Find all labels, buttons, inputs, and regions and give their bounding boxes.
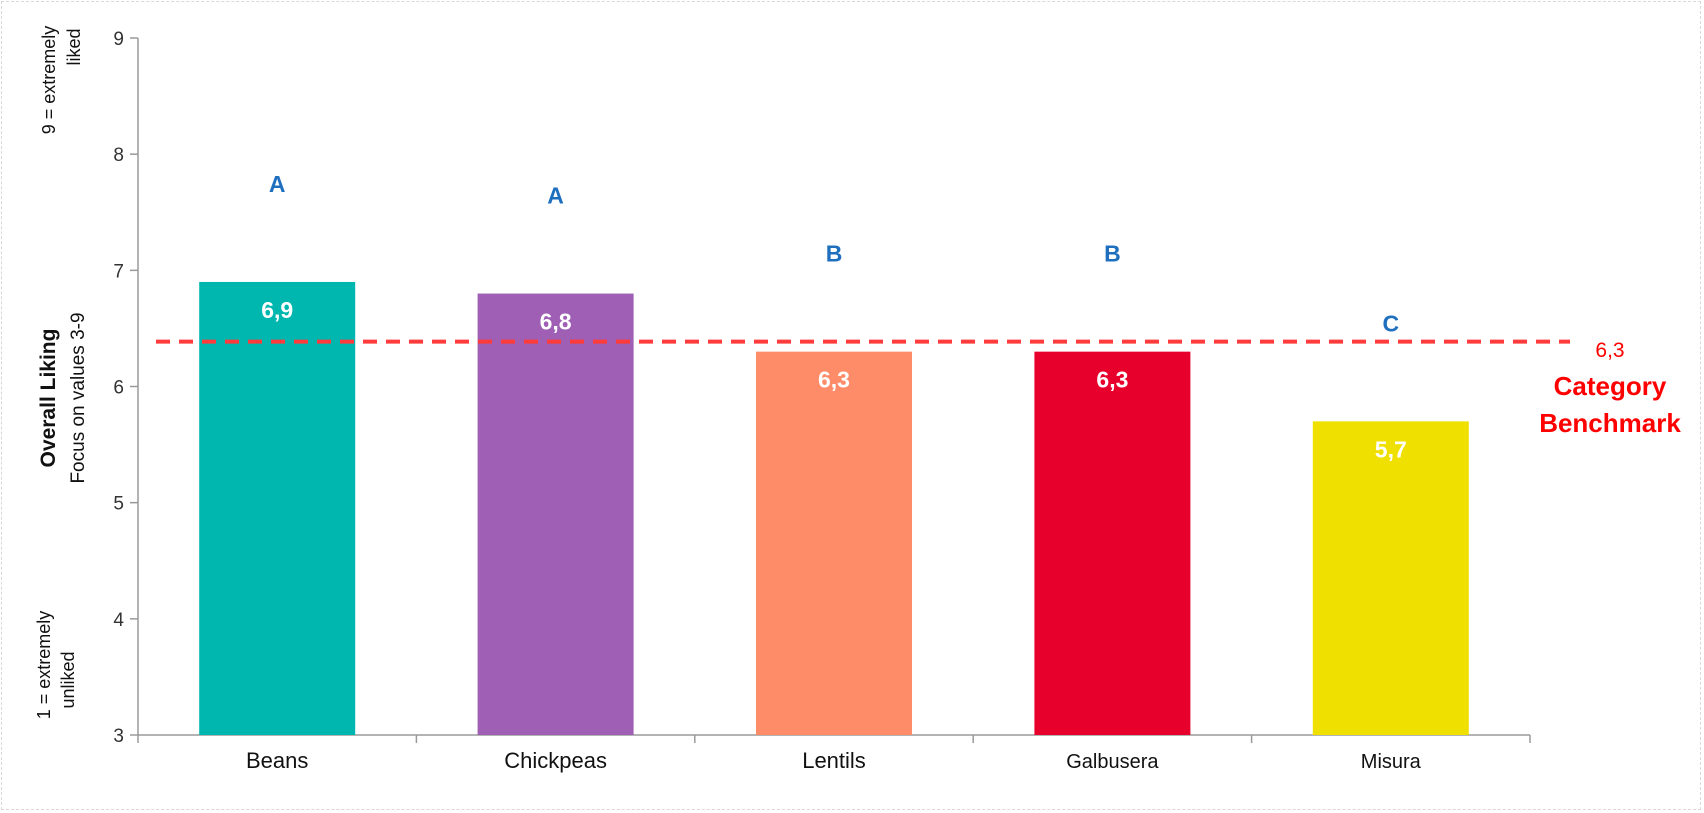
y-tick-label: 7 [113, 261, 124, 282]
bar-beans [199, 281, 356, 735]
y-tick-label: 3 [113, 726, 124, 747]
x-category-label: Misura [1361, 751, 1422, 773]
bar-value-label: 5,7 [1375, 436, 1407, 462]
benchmark-label-line1: Category [1554, 371, 1667, 401]
y-tick-label: 5 [113, 494, 124, 515]
bar-value-label: 6,3 [818, 367, 850, 393]
group-letter: A [269, 171, 286, 197]
x-category-label: Galbusera [1066, 751, 1159, 773]
benchmark-value-label: 6,3 [1595, 339, 1624, 362]
y-bottom-note-line1: 1 = extremely [34, 611, 54, 720]
group-letter: B [1104, 241, 1121, 267]
y-axis-subtitle: Focus on values 3-9 [68, 312, 89, 483]
group-letter: C [1382, 310, 1399, 336]
y-tick-label: 8 [113, 145, 124, 166]
bar-chickpeas [477, 293, 634, 735]
bar-lentils [756, 351, 912, 735]
group-letter: A [547, 183, 564, 209]
bars [199, 281, 1469, 735]
bar-value-label: 6,9 [261, 297, 293, 323]
bar-value-label: 6,3 [1096, 367, 1128, 393]
labels: 6,9 A Beans 6,8 A Chickpeas 6,3 B Lentils 6,3 B Gal… [156, 171, 1570, 773]
y-top-note-line1: 9 = extremely [39, 26, 59, 135]
x-category-label: Lentils [802, 748, 866, 773]
y-axis-title: Overall Liking [37, 329, 60, 468]
bar-misura [1312, 421, 1469, 735]
axes: 3 4 5 6 7 8 9 [113, 29, 1531, 747]
y-tick-label: 6 [113, 378, 124, 399]
y-tick-label: 9 [113, 29, 124, 50]
bar-value-label: 6,8 [540, 309, 572, 335]
benchmark-label-line2: Benchmark [1539, 408, 1681, 438]
group-letter: B [826, 241, 843, 267]
y-bottom-note-line2: unliked [58, 651, 78, 708]
y-tick-label: 4 [113, 610, 124, 631]
x-category-label: Chickpeas [504, 748, 607, 773]
x-category-label: Beans [246, 748, 308, 773]
y-top-note-line2: liked [64, 28, 84, 65]
bar-galbusera [1034, 351, 1191, 735]
